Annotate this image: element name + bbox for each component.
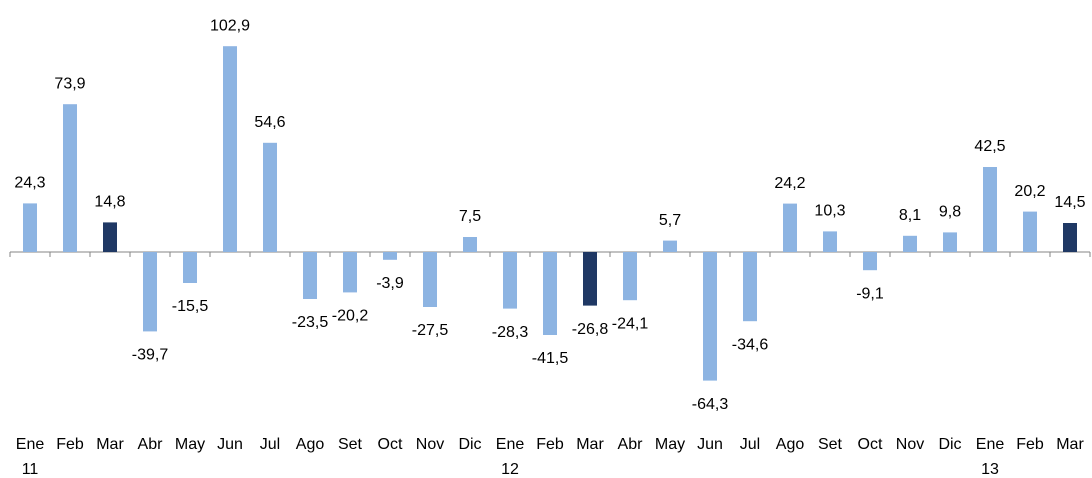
value-label: 54,6 bbox=[254, 114, 285, 131]
x-tick-label: Ene bbox=[496, 436, 525, 453]
value-label: 8,1 bbox=[899, 207, 921, 224]
bar bbox=[303, 252, 317, 299]
bar bbox=[463, 237, 477, 252]
bar bbox=[63, 104, 77, 252]
bar bbox=[823, 231, 837, 252]
x-tick-label: Abr bbox=[138, 436, 164, 453]
value-label: 42,5 bbox=[974, 138, 1005, 155]
x-tick-label: May bbox=[175, 436, 205, 453]
x-tick-label: May bbox=[655, 436, 685, 453]
value-label: 9,8 bbox=[939, 204, 961, 221]
bar bbox=[743, 252, 757, 322]
bar bbox=[703, 252, 717, 381]
x-tick-label: Oct bbox=[858, 436, 883, 453]
bar bbox=[423, 252, 437, 307]
value-label: -39,7 bbox=[132, 347, 169, 364]
x-tick-label: Set bbox=[818, 436, 843, 453]
x-tick-label: Ene bbox=[16, 436, 45, 453]
value-label: -23,5 bbox=[292, 314, 329, 331]
x-tick-label: Ago bbox=[296, 436, 325, 453]
x-tick-label: Oct bbox=[378, 436, 403, 453]
value-label: 14,5 bbox=[1054, 194, 1085, 211]
bar bbox=[783, 203, 797, 252]
x-tick-label: Jul bbox=[260, 436, 280, 453]
x-tick-label: Mar bbox=[96, 436, 124, 453]
value-label: -28,3 bbox=[492, 324, 529, 341]
x-tick-label: Feb bbox=[56, 436, 84, 453]
bar bbox=[583, 252, 597, 306]
x-year-label: 13 bbox=[981, 461, 999, 478]
value-label: -15,5 bbox=[172, 298, 209, 315]
value-label: 102,9 bbox=[210, 17, 250, 34]
x-tick-label: Mar bbox=[576, 436, 604, 453]
bar bbox=[223, 46, 237, 253]
value-label: 14,8 bbox=[94, 194, 125, 211]
x-tick-label: Dic bbox=[938, 436, 961, 453]
x-year-label: 12 bbox=[501, 461, 519, 478]
bar bbox=[143, 252, 157, 332]
value-label: -20,2 bbox=[332, 308, 369, 325]
bar bbox=[663, 240, 677, 252]
bar bbox=[183, 252, 197, 283]
bar bbox=[383, 252, 397, 260]
bar bbox=[543, 252, 557, 335]
value-label: 5,7 bbox=[659, 212, 681, 229]
bar bbox=[943, 232, 957, 252]
value-label: -3,9 bbox=[376, 275, 404, 292]
x-tick-label: Mar bbox=[1056, 436, 1084, 453]
x-tick-label: Ene bbox=[976, 436, 1005, 453]
value-label: -34,6 bbox=[732, 336, 769, 353]
value-label: -24,1 bbox=[612, 315, 649, 332]
x-tick-label: Abr bbox=[618, 436, 644, 453]
bar bbox=[343, 252, 357, 293]
bar bbox=[1023, 211, 1037, 252]
value-label: 73,9 bbox=[54, 75, 85, 92]
x-tick-label: Jul bbox=[740, 436, 760, 453]
value-label: -9,1 bbox=[856, 285, 884, 302]
bar bbox=[23, 203, 37, 252]
bar bbox=[103, 222, 117, 252]
bar bbox=[1063, 223, 1077, 252]
value-label: -41,5 bbox=[532, 350, 569, 367]
x-tick-label: Jun bbox=[697, 436, 723, 453]
value-label: 10,3 bbox=[814, 203, 845, 220]
x-tick-label: Jun bbox=[217, 436, 243, 453]
x-year-label: 11 bbox=[22, 461, 39, 478]
value-label: 24,3 bbox=[14, 175, 45, 192]
x-tick-label: Nov bbox=[416, 436, 444, 453]
bar bbox=[863, 252, 877, 271]
value-label: 20,2 bbox=[1014, 183, 1045, 200]
x-tick-label: Dic bbox=[458, 436, 481, 453]
value-label: -64,3 bbox=[692, 396, 729, 413]
x-tick-label: Set bbox=[338, 436, 363, 453]
value-label: 7,5 bbox=[459, 208, 481, 225]
x-tick-label: Feb bbox=[1016, 436, 1044, 453]
bar bbox=[503, 252, 517, 309]
bar bbox=[983, 167, 997, 252]
value-label: -27,5 bbox=[412, 322, 449, 339]
bar bbox=[623, 252, 637, 301]
bar bbox=[263, 142, 277, 252]
bar bbox=[903, 235, 917, 252]
x-tick-label: Ago bbox=[776, 436, 805, 453]
x-tick-label: Nov bbox=[896, 436, 924, 453]
x-tick-label: Feb bbox=[536, 436, 564, 453]
value-label: -26,8 bbox=[572, 321, 609, 338]
value-label: 24,2 bbox=[774, 175, 805, 192]
